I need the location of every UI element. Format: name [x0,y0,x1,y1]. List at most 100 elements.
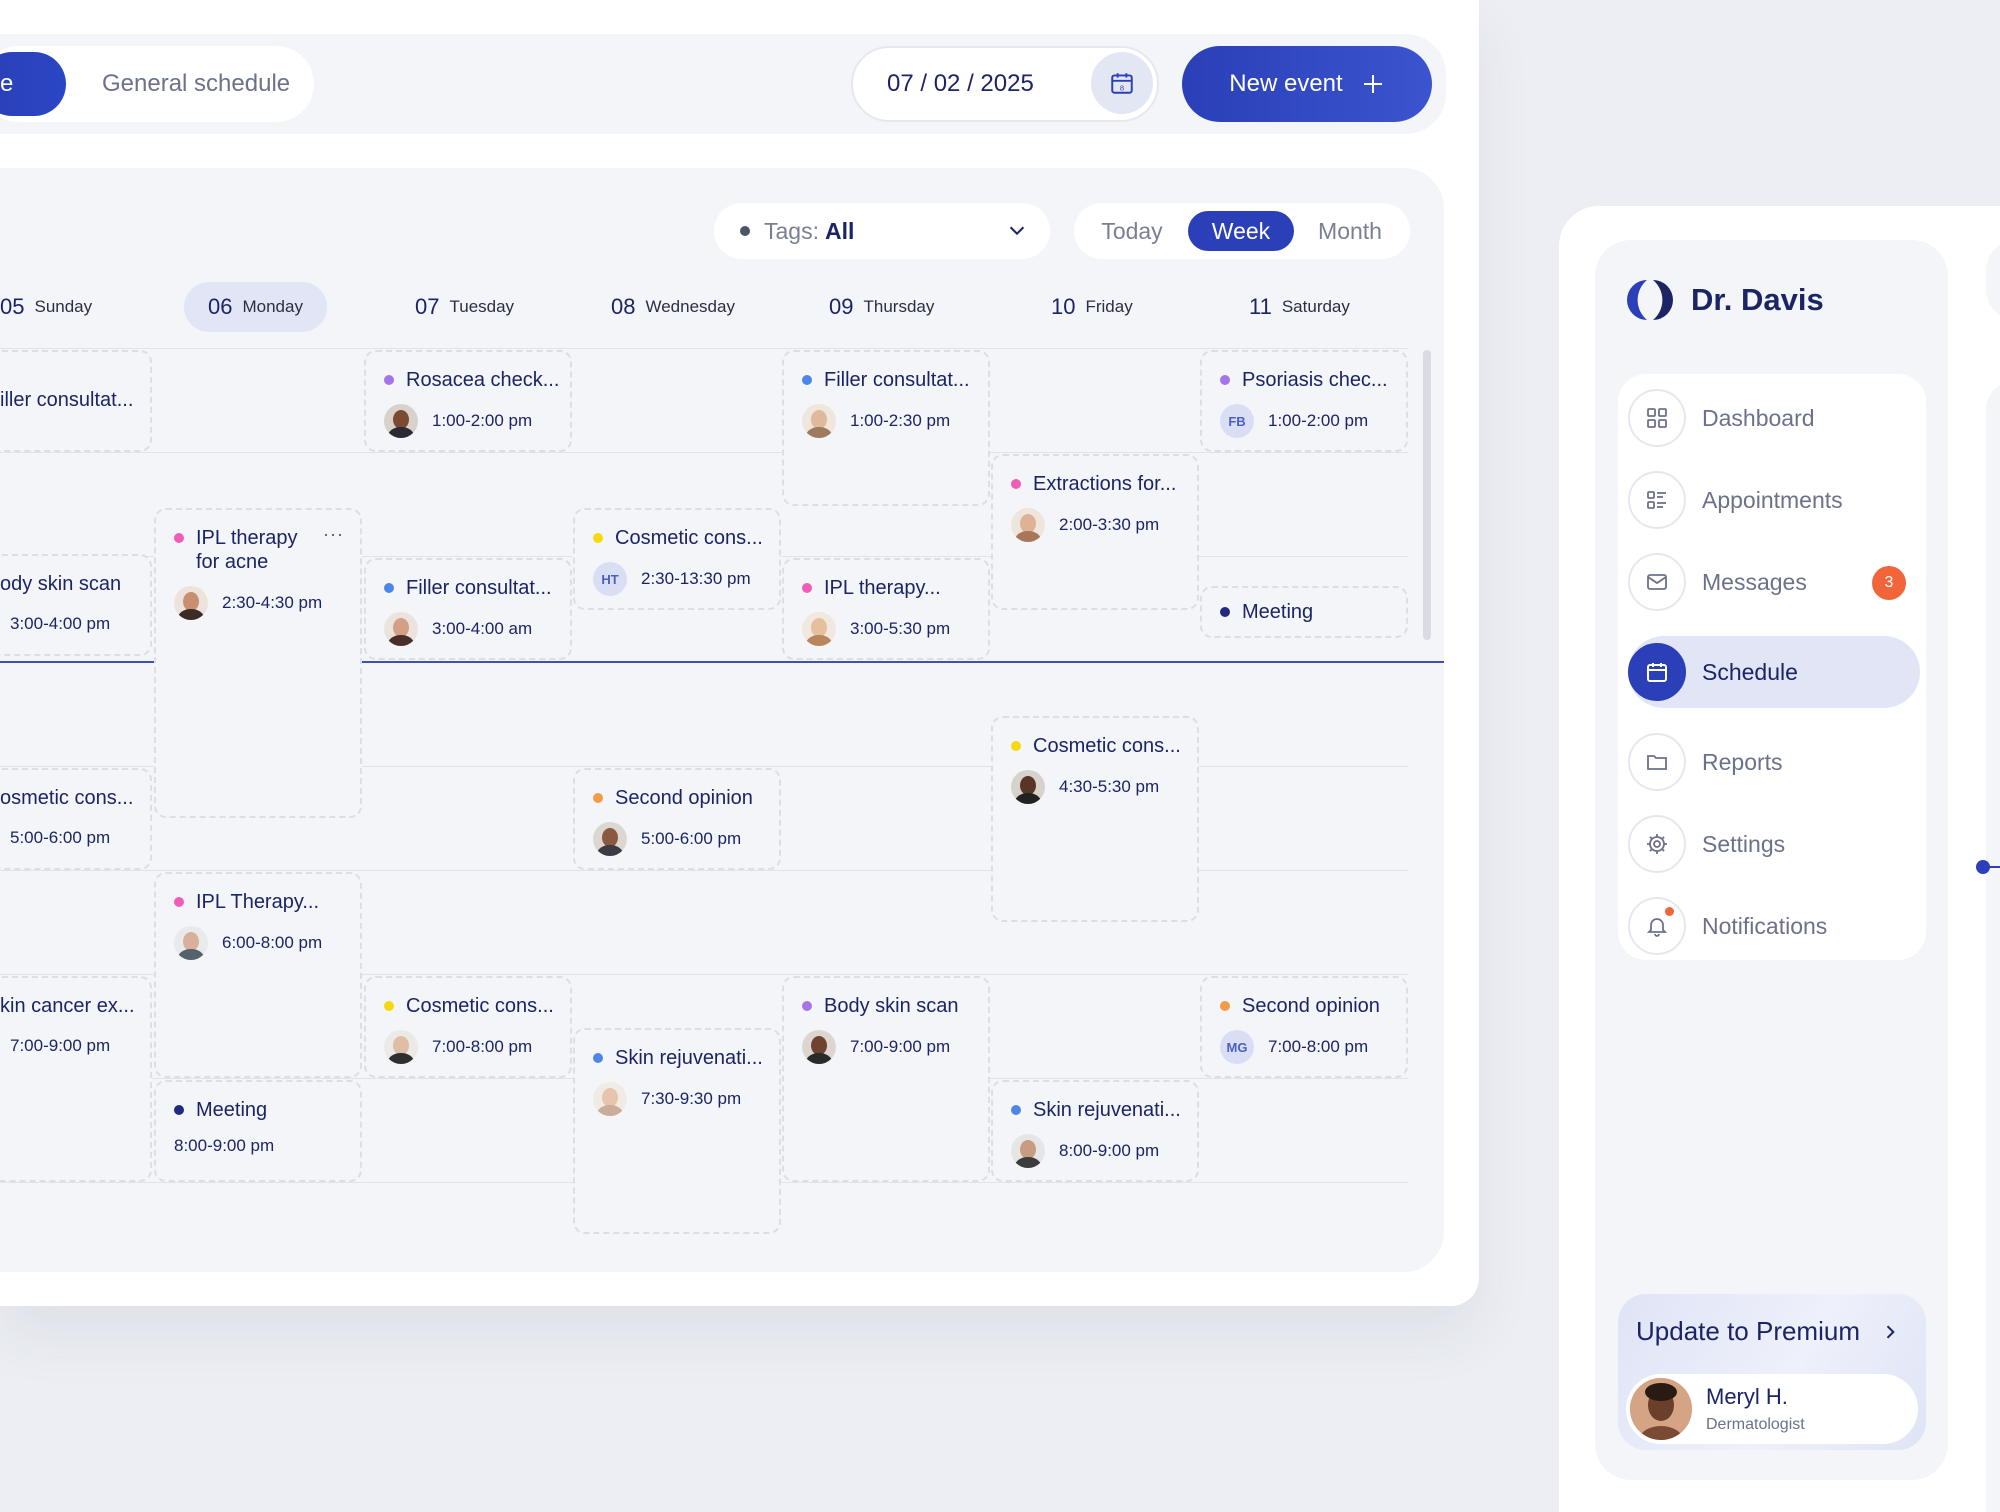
event-title-text: Skin rejuvenati... [615,1047,763,1069]
event-title-text: Second opinion [615,787,753,809]
event-title: IPL Therapy... [174,890,319,914]
day-header-tuesday[interactable]: 07 Tuesday [415,282,514,332]
event-time: 7:00-8:00 pm [384,1030,532,1064]
day-name: Sunday [34,297,93,316]
event-card[interactable]: IPL therapy... 3:00-5:30 pm [782,558,990,660]
event-card[interactable]: IPL therapy for acne ··· 2:30-4:30 pm [154,508,362,818]
update-premium-link[interactable]: Update to Premium [1636,1316,1900,1347]
event-dot [1220,375,1230,385]
event-dot [1011,479,1021,489]
day-name: Monday [242,297,303,316]
event-card[interactable]: Meeting [1200,586,1408,638]
event-card[interactable]: Skin rejuvenati... 8:00-9:00 pm [991,1080,1199,1182]
patient-avatar [1011,508,1045,542]
event-time-text: 2:30-4:30 pm [222,593,323,612]
premium-card: Update to Premium Meryl H. Dermatologist [1618,1294,1926,1450]
event-dot [1011,1105,1021,1115]
event-card[interactable]: Cosmetic cons... 4:30-5:30 pm [991,716,1199,922]
day-header-sunday[interactable]: 05 Sunday [0,282,92,332]
patient-avatar [593,822,627,856]
calendar-picker-icon[interactable]: 8 [1091,52,1153,114]
date-value: 07 / 02 / 2025 [887,70,1034,97]
sidebar-item-notifications[interactable]: Notifications [1628,890,1920,962]
event-card[interactable]: Rosacea check... 1:00-2:00 pm [364,350,572,452]
event-time: 7:30-9:30 pm [593,1082,741,1116]
event-time-text: 2:00-3:30 pm [1059,515,1160,534]
list-icon [1628,471,1686,529]
patient-avatar [1011,1134,1045,1168]
event-card[interactable]: Second opinion 5:00-6:00 pm [573,768,781,870]
day-header-saturday[interactable]: 11 Saturday [1249,282,1350,332]
event-card[interactable]: Body skin scan 7:00-9:00 pm [782,976,990,1182]
event-dot [384,375,394,385]
event-card[interactable]: iller consultat... [0,350,152,452]
premium-label: Update to Premium [1636,1316,1860,1346]
event-title-text: ody skin scan [0,573,122,595]
event-card[interactable]: Second opinion MG 7:00-8:00 pm [1200,976,1408,1078]
event-time: MG 7:00-8:00 pm [1220,1030,1368,1064]
tags-filter[interactable]: Tags: All [714,203,1050,259]
sidebar-item-messages[interactable]: Messages 3 [1628,546,1920,618]
event-title: Meeting [1220,600,1313,624]
date-picker[interactable]: 07 / 02 / 2025 8 [851,46,1159,122]
event-dot [802,583,812,593]
view-today[interactable]: Today [1101,217,1163,244]
sidebar-item-reports[interactable]: Reports [1628,726,1920,798]
event-card[interactable]: Meeting 8:00-9:00 pm [154,1080,362,1182]
patient-avatar [174,926,208,960]
svg-text:8: 8 [1120,84,1124,93]
gear-icon [1628,815,1686,873]
day-header-friday[interactable]: 10 Friday [1051,282,1133,332]
event-title-text: Meeting [196,1099,268,1121]
event-card[interactable]: Extractions for... 2:00-3:30 pm [991,454,1199,610]
event-card[interactable]: Filler consultat... 3:00-4:00 am [364,558,572,660]
view-month[interactable]: Month [1318,217,1382,244]
day-header-thursday[interactable]: 09 Thursday [829,282,934,332]
mail-icon [1628,553,1686,611]
event-card[interactable]: IPL Therapy... 6:00-8:00 pm [154,872,362,1078]
event-time-text: 1:00-2:00 pm [432,411,533,430]
view-switch: Today Week Month [1074,203,1410,259]
event-title: Second opinion [593,786,753,810]
calendar-scrollbar[interactable] [1423,350,1431,640]
event-time-text: 2:30-13:30 pm [641,569,751,588]
view-week[interactable]: Week [1188,211,1294,251]
event-card[interactable]: Filler consultat... 1:00-2:30 pm [782,350,990,506]
event-time: 2:30-4:30 pm [174,586,322,620]
logo-icon [1627,280,1673,320]
sidebar-item-dashboard[interactable]: Dashboard [1628,382,1920,454]
sidebar-item-appointments[interactable]: Appointments [1628,464,1920,536]
calendar-icon [1628,643,1686,701]
event-time-text: 3:00-5:30 pm [850,619,951,638]
user-profile[interactable]: Meryl H. Dermatologist [1626,1374,1918,1444]
day-number: 11 [1249,294,1272,319]
plus-icon [1363,75,1382,93]
chevron-right-icon [1886,1324,1895,1339]
sidebar-item-settings[interactable]: Settings [1628,808,1920,880]
event-title-text: IPL Therapy... [196,891,320,913]
event-card[interactable]: Skin rejuvenati... 7:30-9:30 pm [573,1028,781,1234]
sidebar-item-schedule[interactable]: Schedule [1628,636,1920,708]
tab-general-schedule[interactable]: General schedule [102,70,291,97]
event-card[interactable]: kin cancer ex... 7:00-9:00 pm [0,976,152,1182]
tab-my-schedule[interactable]: e [0,52,66,116]
event-card[interactable]: Psoriasis chec... FB 1:00-2:00 pm [1200,350,1408,452]
current-time-line [0,661,1444,663]
next-panel-dot [1976,860,1990,874]
tags-value: All [824,217,855,244]
patient-avatar-initials: HT [593,562,627,596]
brand[interactable]: Dr. Davis [1627,276,1824,324]
more-options-icon[interactable]: ··· [323,524,344,544]
event-time-text: 7:00-8:00 pm [1268,1037,1369,1056]
next-panel-edge [1986,240,2000,320]
day-header-monday[interactable]: 06 Monday [184,282,327,332]
event-card[interactable]: osmetic cons... 5:00-6:00 pm [0,768,152,870]
event-card[interactable]: Cosmetic cons... 7:00-8:00 pm [364,976,572,1078]
hour-line [0,452,1408,453]
event-card[interactable]: ody skin scan 3:00-4:00 pm [0,554,152,656]
day-header-wednesday[interactable]: 08 Wednesday [611,282,735,332]
event-card[interactable]: Cosmetic cons... HT 2:30-13:30 pm [573,508,781,610]
event-title-text: Filler consultat... [824,369,970,391]
new-event-button[interactable]: New event [1182,46,1432,122]
user-role: Dermatologist [1706,1416,1805,1433]
